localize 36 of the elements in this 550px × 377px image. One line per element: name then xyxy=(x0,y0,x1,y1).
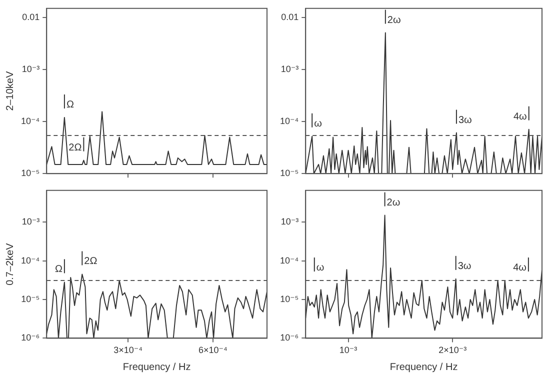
x-tick-label: 3×10⁻⁴ xyxy=(114,345,143,356)
y-tick-label: 10⁻³ xyxy=(22,216,40,227)
annotation: ω xyxy=(314,118,322,130)
y-tick-label: 10⁻³ xyxy=(280,216,299,227)
y-axis-title: 2–10keV xyxy=(4,70,16,111)
x-tick-label: 2×10⁻³ xyxy=(438,345,467,356)
annotation: 2ω xyxy=(387,14,401,26)
x-tick-label: 6×10⁻⁴ xyxy=(198,345,228,356)
y-tick-label: 10⁻⁴ xyxy=(20,255,40,266)
y-tick-label: 10⁻⁶ xyxy=(280,332,299,343)
y-tick-label: 0.01 xyxy=(281,12,299,22)
x-axis-title: Frequency / Hz xyxy=(122,362,191,373)
y-tick-label: 10⁻⁵ xyxy=(280,294,299,304)
y-axis-title: 0.7–2keV xyxy=(4,242,16,286)
y-tick-label: 10⁻⁵ xyxy=(21,294,40,304)
y-tick-label: 10⁻⁶ xyxy=(21,332,40,343)
annotation: ω xyxy=(316,262,324,274)
annotation: Ω xyxy=(66,99,74,110)
y-tick-label: 10⁻⁴ xyxy=(280,116,299,126)
x-tick-label: 10⁻³ xyxy=(339,345,358,356)
annotation: 2ω xyxy=(386,197,400,208)
y-tick-label: 10⁻⁵ xyxy=(21,168,40,178)
y-tick-label: 10⁻³ xyxy=(22,64,40,74)
annotation: 4ω xyxy=(513,262,527,274)
annotation: 4ω xyxy=(513,111,528,122)
y-tick-label: 10⁻⁴ xyxy=(280,255,299,266)
y-tick-label: 10⁻⁴ xyxy=(20,116,40,126)
annotation: 2Ω xyxy=(68,142,82,154)
annotation: 2Ω xyxy=(84,256,98,268)
x-axis-title: Frequency / Hz xyxy=(390,362,458,373)
y-tick-label: 10⁻⁵ xyxy=(280,168,299,178)
y-tick-label: 10⁻³ xyxy=(280,64,299,74)
annotation: 3ω xyxy=(458,260,472,272)
annotation: 3ω xyxy=(458,114,472,126)
y-tick-label: 0.01 xyxy=(22,12,40,22)
annotation: Ω xyxy=(54,264,63,276)
